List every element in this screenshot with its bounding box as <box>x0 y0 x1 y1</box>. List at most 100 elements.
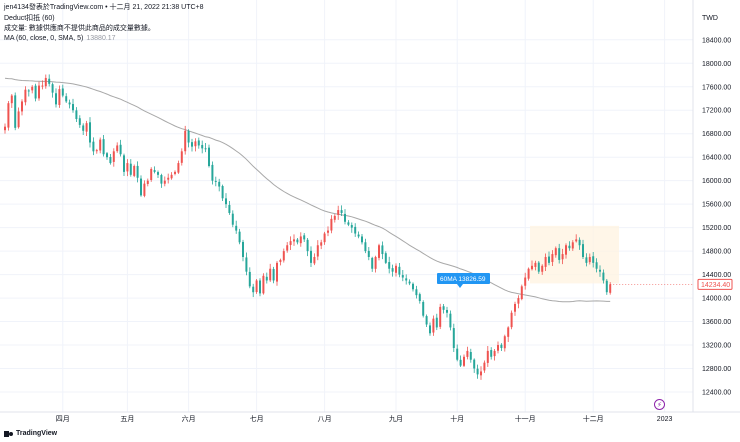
candle-body <box>58 89 61 105</box>
candle-body <box>401 275 404 278</box>
candle-body <box>333 215 336 220</box>
candle-body <box>456 348 459 360</box>
candle-body <box>248 271 251 287</box>
candle-body <box>395 265 397 273</box>
candle-body <box>150 168 153 180</box>
candle-body <box>548 256 550 263</box>
candle-body <box>231 213 234 225</box>
candle-body <box>391 268 394 272</box>
candle-body <box>21 101 23 112</box>
price-tick-label: 15200.00 <box>702 225 731 232</box>
candle-body <box>435 317 438 328</box>
candle-body <box>276 262 278 282</box>
candle-body <box>327 230 329 233</box>
candle-body <box>483 362 486 371</box>
candle-body <box>78 118 81 125</box>
candle-body <box>296 239 299 243</box>
candle-body <box>289 241 292 245</box>
candle-body <box>282 251 285 261</box>
candle-body <box>92 141 95 152</box>
candle-body <box>520 286 523 300</box>
candle-body <box>313 256 316 264</box>
candle-body <box>116 145 119 152</box>
candle-body <box>167 177 170 180</box>
study-volume-legend[interactable]: 成交量: 數據供應商不提供此商品的成交量數據。 <box>4 25 155 32</box>
candle-body <box>272 268 275 281</box>
candle-body <box>286 245 289 251</box>
candle-body <box>143 183 146 196</box>
price-tick-label: 16800.00 <box>702 131 731 138</box>
candle-body <box>469 352 472 360</box>
price-tick-label: 14800.00 <box>702 249 731 256</box>
candle-body <box>24 89 27 103</box>
candle-body <box>578 239 581 246</box>
study-ma-title: MA (60, close, 0, SMA, 5) <box>4 35 84 42</box>
candle-body <box>534 262 537 267</box>
candle-body <box>95 150 98 152</box>
highlight-box <box>530 225 619 284</box>
candle-body <box>265 276 268 281</box>
candle-body <box>565 245 567 255</box>
candle-body <box>235 225 238 231</box>
price-tick-label: 13600.00 <box>702 319 731 326</box>
study-deduct-legend[interactable]: Deduct扣抵 (60) <box>4 15 55 22</box>
price-tick-label: 17600.00 <box>702 84 731 91</box>
candle-body <box>44 77 47 87</box>
ma-60-line <box>4 77 611 303</box>
candle-body <box>163 180 166 184</box>
candle-body <box>371 257 374 269</box>
ma60-label-tag: 60MA 13826.59 <box>437 273 490 288</box>
candle-body <box>429 325 431 334</box>
candle-body <box>38 85 40 99</box>
candle-body <box>55 93 57 105</box>
candle-body <box>571 242 574 249</box>
candle-body <box>34 85 37 99</box>
lightning-icon[interactable]: ⚡ <box>654 399 665 410</box>
candle-body <box>354 226 357 234</box>
publish-watermark: jen4134發表於TradingView.com • 十二月 21, 2022… <box>4 4 204 11</box>
candle-body <box>340 210 343 213</box>
time-axis[interactable]: 四月 五月 六月 七月 八月 九月 十月 十一月 十二月 2023 <box>56 414 673 423</box>
tradingview-brand[interactable]: TradingView <box>4 430 57 437</box>
candle-body <box>187 130 190 143</box>
time-tick-label: 五月 <box>120 415 134 423</box>
price-tick-label: 13200.00 <box>702 343 731 350</box>
candle-body <box>262 275 265 294</box>
candle-body <box>568 245 571 249</box>
candle-body <box>493 350 496 357</box>
candle-body <box>303 235 306 240</box>
price-axis[interactable]: TWD 12400.00 12800.00 13200.00 13600.00 1400… <box>702 15 731 397</box>
candle-body <box>605 280 608 293</box>
candle-body <box>473 359 476 369</box>
candle-body <box>31 86 34 91</box>
time-tick-label: 2023 <box>657 416 673 423</box>
candle-body <box>585 257 588 263</box>
study-ma-legend[interactable]: MA (60, close, 0, SMA, 5) 13880.17 <box>4 34 116 43</box>
candle-body <box>184 130 187 152</box>
currency-label: TWD <box>702 15 718 22</box>
candle-body <box>374 256 377 269</box>
last-price-label: 14234.40 <box>701 282 730 289</box>
candle-body <box>170 174 173 179</box>
candle-body <box>367 250 370 257</box>
candle-body <box>422 301 425 316</box>
price-tick-label: 12800.00 <box>702 366 731 373</box>
candle-body <box>214 180 217 182</box>
price-tick-label: 18000.00 <box>702 61 731 68</box>
candle-body <box>82 125 85 131</box>
price-tick-label: 16000.00 <box>702 178 731 185</box>
candle-body <box>544 256 547 267</box>
candle-body <box>204 148 207 150</box>
candle-body <box>7 103 10 128</box>
candle-body <box>463 356 465 366</box>
time-tick-label: 九月 <box>389 414 403 423</box>
candle-body <box>119 144 122 155</box>
candle-body <box>228 204 231 213</box>
candle-body <box>17 111 20 128</box>
candle-body <box>381 245 384 255</box>
time-tick-label: 六月 <box>182 414 196 423</box>
brand-label: TradingView <box>16 430 58 437</box>
time-tick-label: 四月 <box>56 415 70 423</box>
candle-body <box>418 294 421 302</box>
